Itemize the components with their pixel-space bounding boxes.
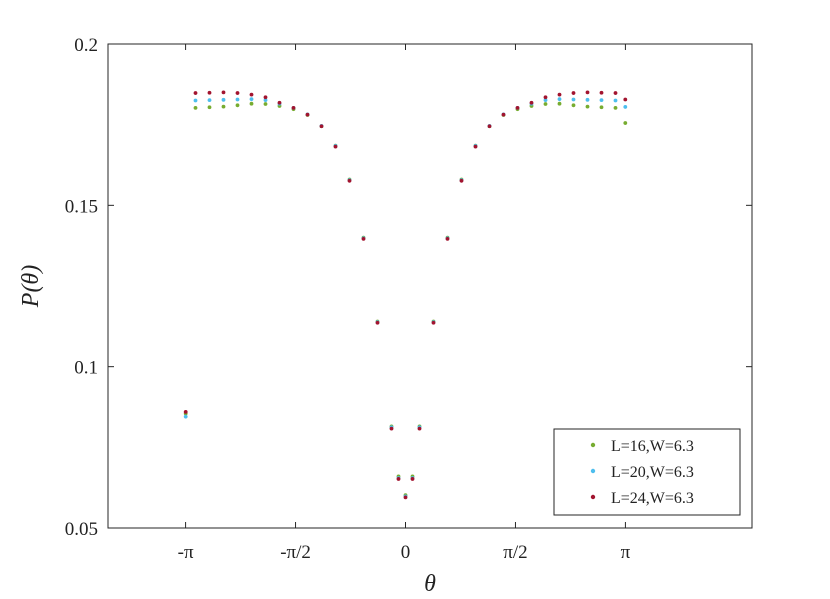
data-points [183,90,628,500]
data-point [613,98,618,103]
data-point [221,104,226,109]
data-point [193,105,198,110]
data-point [305,112,310,117]
data-point [249,97,254,102]
data-point [613,91,618,95]
x-tick-label: -π [178,542,194,563]
data-point [249,92,254,97]
data-point [613,105,618,110]
data-point [410,477,415,481]
legend-label-3: L=24,W=6.3 [611,490,694,507]
x-tick-label: π/2 [503,542,527,563]
data-point [585,104,590,109]
legend-label-1: L=16,W=6.3 [611,438,694,455]
data-point [221,90,226,95]
data-point [571,103,576,108]
data-point [396,477,401,481]
data-point [403,495,408,500]
data-point [501,112,506,117]
legend-marker-1 [590,442,596,448]
data-point [207,90,212,95]
data-point [585,90,590,95]
x-tick-label: 0 [401,542,411,563]
data-point [235,97,240,102]
data-point [557,92,562,97]
y-tick-label: 0.1 [74,358,98,379]
data-point [375,320,380,325]
data-point [249,101,254,106]
data-point [459,178,464,183]
data-point [361,236,366,241]
legend-label-2: L=20,W=6.3 [611,464,694,481]
data-point [235,103,240,108]
data-point [585,97,590,102]
y-axis-label: P(θ) [18,265,44,308]
legend-box [553,428,741,516]
data-point [221,97,226,102]
data-point [277,100,282,105]
legend: L=16,W=6.3 L=20,W=6.3 L=24,W=6.3 [553,428,741,516]
series-3-points [183,90,628,500]
data-point [193,91,198,95]
data-point [571,97,576,102]
y-tick-label: 0.15 [65,196,98,217]
data-point [193,98,198,103]
data-point [623,97,628,102]
data-point [529,100,534,105]
data-point [515,105,520,110]
y-tick-label: 0.2 [74,35,98,56]
data-point [623,121,628,125]
data-point [431,320,436,325]
data-point [389,426,394,431]
data-point [417,426,422,431]
data-point [543,95,548,100]
data-point [235,91,240,95]
x-tick-label: -π/2 [280,542,311,563]
data-point [319,124,324,129]
data-point [487,124,492,129]
axis-ticks: -π -π/2 0 π/2 π 0.05 0.1 0.15 0.2 [65,35,752,563]
x-tick-label: π [621,542,631,563]
x-axis-label: θ [424,571,436,597]
data-point [473,144,478,149]
data-point [263,98,268,103]
data-point [543,102,548,106]
data-point [183,409,188,414]
data-point [333,144,338,149]
legend-marker-3 [590,494,596,500]
data-point [445,236,450,241]
data-point [557,101,562,106]
data-point [599,90,604,95]
data-point [599,105,604,110]
data-point [557,97,562,102]
data-point [263,102,268,106]
data-point [207,98,212,103]
legend-marker-2 [590,468,596,474]
data-point [571,91,576,95]
data-point [543,98,548,103]
data-point [207,105,212,110]
data-point [263,95,268,100]
plot-area-frame [107,43,753,529]
data-point [623,105,628,109]
data-point [347,178,352,183]
data-point [291,105,296,110]
data-point [183,414,188,419]
data-point [599,98,604,103]
y-tick-label: 0.05 [65,519,98,540]
